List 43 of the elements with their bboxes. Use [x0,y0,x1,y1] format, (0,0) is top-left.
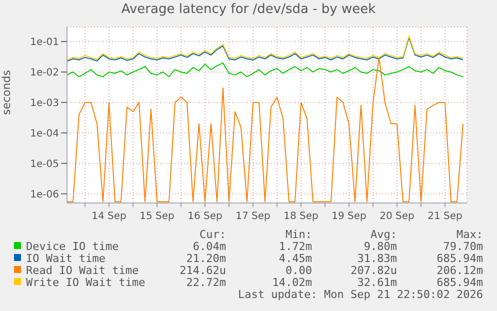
text: 4.45m [278,252,312,265]
text: 206.12m [436,264,483,277]
text: 1.72m [278,240,312,253]
y-tick-label: 1e-04 [30,128,59,140]
text: 21.20m [186,252,226,265]
text: 6.04m [192,240,226,253]
x-tick-label: 17 Sep [236,211,270,222]
text: 685.94m [436,252,483,265]
chart-title: Average latency for /dev/sda - by week [120,2,377,17]
text: Cur: [200,228,226,241]
line-series [67,56,464,202]
legend-label: Write IO Wait time [26,276,146,289]
legend-label: IO Wait time [26,252,106,265]
legend-label: Device IO time [26,240,119,253]
text: 9.80m [364,240,397,253]
text: 685.94m [436,276,483,289]
text: 22.72m [186,276,226,289]
x-tick-label: 19 Sep [332,211,366,222]
x-tick-label: 16 Sep [188,211,222,222]
x-tick-label: 21 Sep [428,211,462,222]
text: 31.83m [357,252,397,265]
text: 214.62u [180,264,226,277]
y-tick-label: 1e-06 [30,189,59,200]
y-tick-label: 1e-05 [30,158,59,170]
x-tick-label: 14 Sep [92,211,126,222]
text: 79.70m [443,240,483,253]
y-tick-label: 1e-01 [30,37,59,48]
text: 32.61m [357,276,397,289]
legend-label: Read IO Wait time [26,264,139,277]
line-series [67,62,464,78]
text: 207.82u [350,264,397,277]
text: Min: [286,228,312,241]
text: 14.02m [272,276,312,289]
x-tick-label: 18 Sep [284,211,318,222]
text: Last update: Mon Sep 21 22:50:02 2026 [238,288,483,301]
text: Avg: [370,228,397,241]
y-tick-label: 1e-03 [30,98,59,109]
text: Max: [456,228,483,241]
text: 0.00 [286,264,312,277]
x-tick-label: 20 Sep [380,211,414,222]
x-tick-label: 15 Sep [140,211,174,222]
y-tick-label: 1e-02 [30,68,59,79]
y-axis-title: seconds [0,70,13,115]
